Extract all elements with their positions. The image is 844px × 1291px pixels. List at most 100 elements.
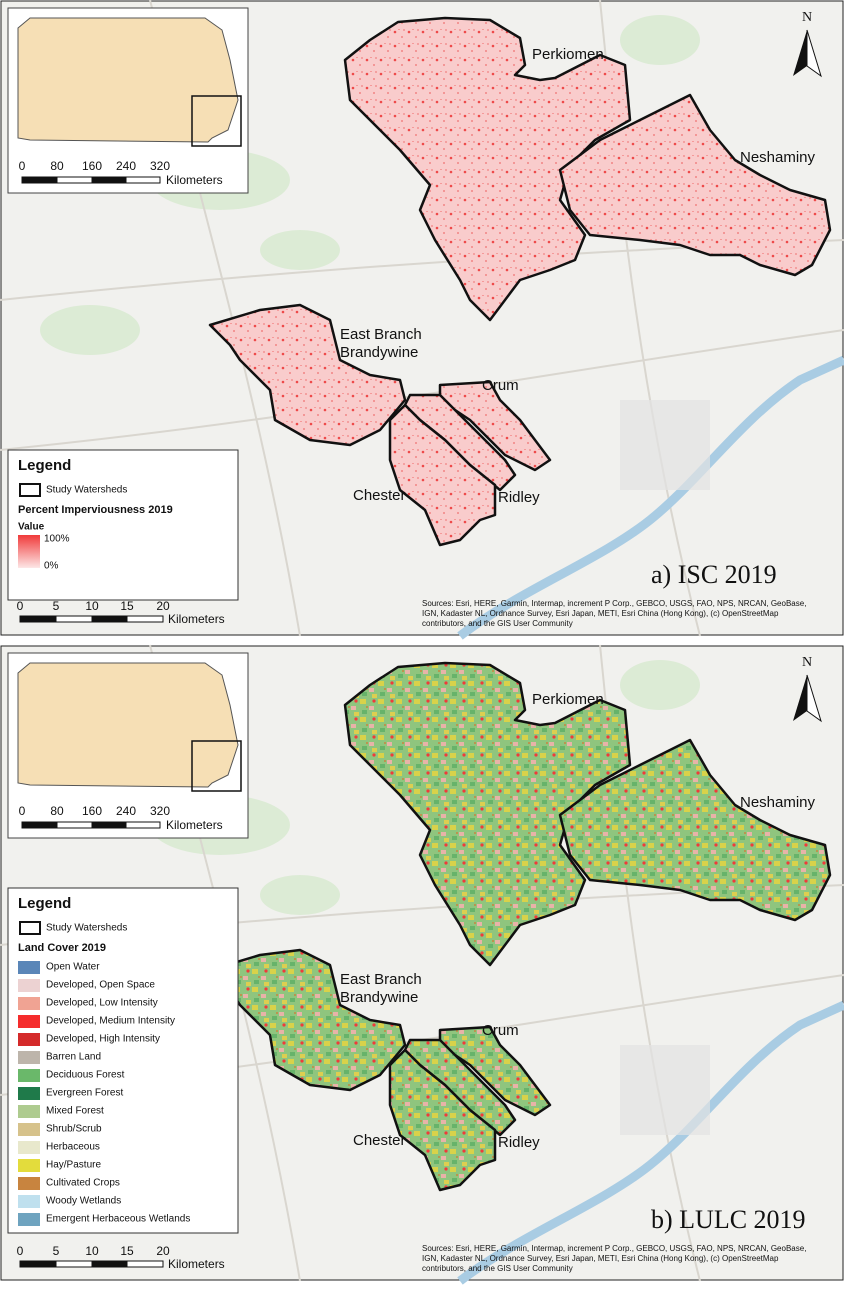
legend-swatch: [18, 1213, 40, 1226]
river: [457, 355, 844, 640]
watershed-label: Brandywine: [340, 344, 418, 361]
north-arrow: [793, 675, 807, 721]
inset-scale-label: 320: [150, 804, 170, 818]
inset-scale-label: 240: [116, 159, 136, 173]
legend-low: 0%: [44, 561, 59, 572]
scale-unit: Kilometers: [168, 1257, 225, 1271]
legend-value-title: Value: [18, 522, 45, 533]
legend-swatch: [18, 1159, 40, 1172]
road: [0, 239, 844, 301]
inset-scale-bar: [125, 821, 161, 829]
inset-scale-label: 80: [50, 159, 64, 173]
legend-ramp: [18, 535, 40, 568]
sources: Sources: Esri, HERE, Garmin, Intermap, i…: [422, 1244, 806, 1253]
legend-layer: Percent Imperviousness 2019: [18, 504, 173, 516]
legend-swatch: [18, 1069, 40, 1082]
legend-high: 100%: [44, 534, 70, 545]
legend-swatch: [18, 997, 40, 1010]
legend-label: Evergreen Forest: [46, 1088, 123, 1099]
legend-swatch: [18, 1141, 40, 1154]
legend-label: Shrub/Scrub: [46, 1124, 102, 1135]
watershed-label: Perkiomen: [532, 46, 604, 63]
park: [40, 305, 140, 355]
legend-label: Deciduous Forest: [46, 1070, 125, 1081]
scale-bar: [126, 1260, 164, 1268]
scale-label: 20: [156, 1244, 170, 1258]
legend-label: Developed, Medium Intensity: [46, 1016, 175, 1027]
legend-label: Developed, Low Intensity: [46, 998, 158, 1009]
scale-bar: [126, 615, 164, 623]
inset-extent: [191, 740, 242, 792]
legend-swatch: [18, 1105, 40, 1118]
river: [457, 1000, 844, 1285]
inset-scale-unit: Kilometers: [166, 173, 223, 187]
scale-bar: [55, 1260, 93, 1268]
inset-scale-bar: [125, 176, 161, 184]
inset-scale-label: 0: [19, 159, 26, 173]
watershed-label: Crum: [482, 1022, 519, 1039]
legend-swatch: [18, 1087, 40, 1100]
north-arrow: [806, 29, 822, 78]
watershed: [208, 303, 407, 447]
park: [620, 15, 700, 65]
inset-scale-bar: [56, 176, 93, 184]
state-outline: [17, 17, 239, 143]
north-label: N: [802, 655, 812, 670]
watershed: [388, 403, 497, 547]
caption: b) LULC 2019: [651, 1205, 806, 1234]
legend-layer: Land Cover 2019: [18, 942, 106, 954]
sources: IGN, Kadaster NL, Ordnance Survey, Esri …: [422, 1254, 779, 1263]
scale-bar: [91, 615, 128, 623]
watershed-label: East Branch: [340, 326, 422, 343]
watershed-label: Chester: [353, 1132, 406, 1149]
inset-scale-bar: [91, 821, 127, 829]
inset-extent: [191, 95, 242, 147]
scale-bar: [19, 615, 57, 623]
sources: Sources: Esri, HERE, Garmin, Intermap, i…: [422, 599, 806, 608]
legend-swatch: [18, 1177, 40, 1190]
watershed: [343, 16, 632, 322]
watershed-label: Neshaminy: [740, 794, 816, 811]
legend-swatch: [18, 961, 40, 974]
scale-label: 15: [120, 1244, 134, 1258]
legend-outline-swatch: [19, 921, 41, 935]
scale-label: 10: [85, 599, 99, 613]
watershed-label: Ridley: [498, 1134, 540, 1151]
watershed-label: Ridley: [498, 489, 540, 506]
city: [620, 400, 710, 490]
inset-scale-label: 80: [50, 804, 64, 818]
inset-scale-unit: Kilometers: [166, 818, 223, 832]
legend-label: Emergent Herbaceous Wetlands: [46, 1214, 190, 1225]
legend-swatch: [18, 1123, 40, 1136]
scale-label: 0: [17, 1244, 24, 1258]
inset-scale-label: 240: [116, 804, 136, 818]
scale-bar: [55, 615, 93, 623]
city: [620, 1045, 710, 1135]
state-outline: [17, 662, 239, 788]
scale-label: 0: [17, 599, 24, 613]
legend-label: Barren Land: [46, 1052, 101, 1063]
watershed: [208, 948, 407, 1092]
watershed: [388, 1048, 497, 1192]
north-arrow: [806, 674, 822, 723]
sources: IGN, Kadaster NL, Ordnance Survey, Esri …: [422, 609, 779, 618]
watershed-label: East Branch: [340, 971, 422, 988]
watershed: [343, 661, 632, 967]
legend-swatch: [18, 1033, 40, 1046]
scale-bar: [19, 1260, 57, 1268]
legend-label: Mixed Forest: [46, 1106, 104, 1117]
inset-scale-label: 320: [150, 159, 170, 173]
legend-swatch: [18, 1051, 40, 1064]
park: [260, 230, 340, 270]
legend-swatch: [18, 979, 40, 992]
inset-scale-bar: [21, 821, 58, 829]
legend-box: [7, 449, 239, 601]
legend-title: Legend: [18, 895, 71, 912]
scale-label: 5: [53, 599, 60, 613]
north-arrow: [793, 30, 807, 76]
scale-label: 15: [120, 599, 134, 613]
legend-label: Woody Wetlands: [46, 1196, 121, 1207]
inset-scale-label: 0: [19, 804, 26, 818]
scale-label: 5: [53, 1244, 60, 1258]
